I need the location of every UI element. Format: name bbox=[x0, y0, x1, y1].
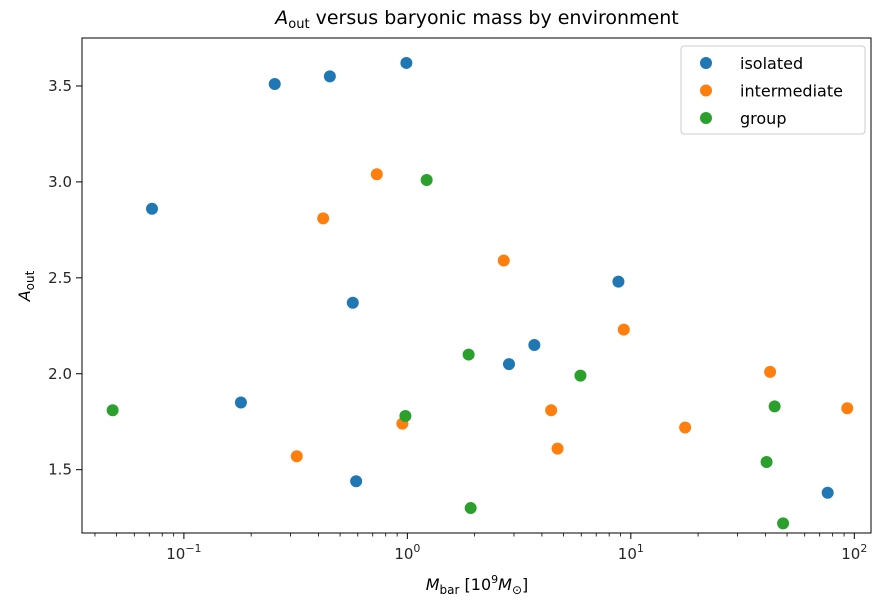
legend-marker-intermediate bbox=[700, 84, 712, 97]
data-point-intermediate bbox=[290, 450, 303, 463]
data-point-group bbox=[399, 409, 412, 422]
y-tick-label: 3.0 bbox=[48, 173, 72, 191]
data-point-intermediate bbox=[764, 365, 777, 378]
x-tick-label: 101 bbox=[618, 542, 644, 563]
x-tick-label: 10−1 bbox=[166, 542, 201, 563]
data-point-intermediate bbox=[545, 404, 558, 417]
legend-marker-isolated bbox=[700, 57, 712, 69]
series-isolated bbox=[146, 56, 834, 499]
y-tick-label: 2.0 bbox=[48, 365, 72, 383]
y-tick-label: 3.5 bbox=[48, 77, 72, 95]
y-tick-label: 1.5 bbox=[48, 461, 72, 479]
data-point-isolated bbox=[503, 358, 516, 371]
data-point-isolated bbox=[528, 338, 541, 351]
y-tick-label: 2.5 bbox=[48, 269, 72, 287]
data-point-isolated bbox=[268, 78, 281, 91]
data-point-group bbox=[464, 502, 477, 515]
chart-title: Aout versus baryonic mass by environment bbox=[273, 7, 679, 32]
data-point-isolated bbox=[146, 202, 159, 215]
data-point-group bbox=[462, 348, 475, 361]
data-point-isolated bbox=[234, 396, 247, 409]
data-point-group bbox=[106, 404, 119, 417]
x-tick-label: 100 bbox=[394, 542, 420, 563]
data-point-group bbox=[420, 173, 433, 186]
data-point-group bbox=[574, 369, 587, 382]
data-point-isolated bbox=[400, 56, 413, 69]
data-point-isolated bbox=[323, 70, 336, 83]
data-point-group bbox=[760, 456, 773, 469]
data-point-intermediate bbox=[617, 323, 630, 336]
legend-box bbox=[680, 45, 866, 135]
series-intermediate bbox=[290, 168, 854, 463]
data-point-group bbox=[777, 517, 790, 530]
legend-label-group: group bbox=[740, 109, 786, 128]
y-axis-label: Aout bbox=[15, 270, 37, 302]
plot-area: 10−1 100 101 102 1.5 2.0 2.5 3.0 3.5 bbox=[48, 37, 872, 563]
data-point-isolated bbox=[821, 486, 834, 499]
data-point-intermediate bbox=[370, 168, 383, 181]
x-axis-label: Mbar [109M⊙] bbox=[426, 573, 529, 597]
data-point-intermediate bbox=[317, 212, 330, 225]
data-point-intermediate bbox=[551, 442, 564, 455]
x-tick-label: 102 bbox=[841, 542, 867, 563]
data-point-isolated bbox=[346, 296, 359, 309]
legend-marker-group bbox=[700, 112, 712, 124]
data-point-intermediate bbox=[841, 402, 854, 415]
legend-label-intermediate: intermediate bbox=[740, 82, 843, 101]
data-point-isolated bbox=[612, 275, 625, 288]
data-point-isolated bbox=[350, 475, 363, 488]
axes-frame bbox=[81, 37, 872, 534]
series-group bbox=[106, 173, 790, 530]
legend-label-isolated: isolated bbox=[740, 54, 803, 73]
data-point-intermediate bbox=[497, 254, 510, 267]
legend: isolated intermediate group bbox=[680, 45, 866, 135]
data-point-intermediate bbox=[679, 421, 692, 434]
data-point-group bbox=[768, 400, 781, 413]
